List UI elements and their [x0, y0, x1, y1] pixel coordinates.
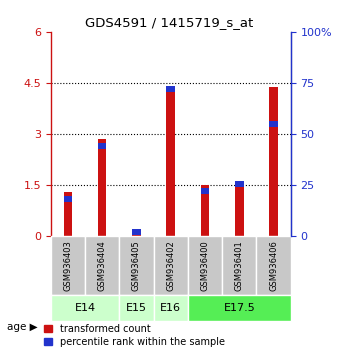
Text: GSM936400: GSM936400: [200, 240, 210, 291]
Text: E16: E16: [160, 303, 181, 313]
Bar: [132, 229, 141, 236]
Text: GSM936406: GSM936406: [269, 240, 278, 291]
Bar: [51, 295, 119, 321]
Bar: [235, 181, 244, 187]
Text: E14: E14: [74, 303, 96, 313]
Text: GSM936405: GSM936405: [132, 240, 141, 291]
Text: E15: E15: [126, 303, 147, 313]
Bar: [153, 236, 188, 295]
Bar: [64, 196, 72, 202]
Bar: [201, 188, 209, 194]
Bar: [98, 143, 106, 149]
Bar: [132, 229, 141, 235]
Bar: [51, 236, 85, 295]
Bar: [119, 236, 153, 295]
Bar: [257, 236, 291, 295]
Bar: [235, 181, 244, 236]
Bar: [166, 86, 175, 236]
Bar: [64, 192, 72, 236]
Bar: [222, 236, 257, 295]
Bar: [269, 121, 278, 127]
Bar: [269, 87, 278, 236]
Text: age ▶: age ▶: [7, 322, 38, 332]
Bar: [85, 236, 119, 295]
Text: E17.5: E17.5: [223, 303, 255, 313]
Bar: [201, 185, 209, 236]
Text: GSM936401: GSM936401: [235, 240, 244, 291]
Text: GDS4591 / 1415719_s_at: GDS4591 / 1415719_s_at: [85, 16, 253, 29]
Bar: [119, 295, 153, 321]
Bar: [188, 295, 291, 321]
Bar: [153, 295, 188, 321]
Legend: transformed count, percentile rank within the sample: transformed count, percentile rank withi…: [44, 324, 225, 347]
Bar: [166, 86, 175, 92]
Text: GSM936402: GSM936402: [166, 240, 175, 291]
Text: GSM936403: GSM936403: [63, 240, 72, 291]
Bar: [188, 236, 222, 295]
Text: GSM936404: GSM936404: [98, 240, 106, 291]
Bar: [98, 139, 106, 236]
